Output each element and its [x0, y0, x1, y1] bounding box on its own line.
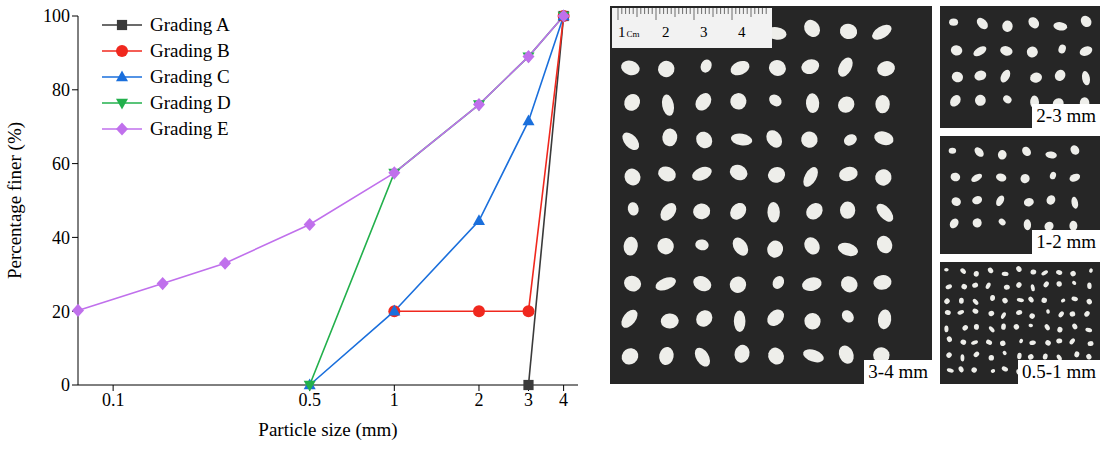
svg-text:100: 100 — [43, 6, 70, 26]
html-text:Grading A: Grading A — [150, 14, 230, 35]
svg-text:Percentage finer (%): Percentage finer (%) — [4, 122, 26, 279]
html-text:Grading E: Grading E — [150, 118, 229, 139]
svg-text:40: 40 — [52, 228, 70, 248]
svg-text:0.5: 0.5 — [298, 390, 321, 410]
svg-text:20: 20 — [52, 302, 70, 322]
html-text:Grading C: Grading C — [150, 66, 230, 87]
html-text:Grading B: Grading B — [150, 40, 230, 61]
svg-text:2: 2 — [474, 390, 483, 410]
html-text:2-3 mm: 2-3 mm — [1036, 105, 1096, 126]
html-text:3-4 mm: 3-4 mm — [868, 361, 928, 382]
svg-text:3: 3 — [524, 390, 533, 410]
html-text:Grading D: Grading D — [150, 92, 231, 113]
html-text:1Cm: 1Cm — [618, 24, 640, 40]
html-text:1-2 mm: 1-2 mm — [1036, 231, 1096, 252]
svg-text:4: 4 — [559, 390, 568, 410]
svg-text:60: 60 — [52, 154, 70, 174]
svg-text:0: 0 — [61, 375, 70, 395]
html-text:2: 2 — [662, 24, 670, 40]
html-text:0.5-1 mm: 0.5-1 mm — [1022, 361, 1096, 382]
html-text:4: 4 — [738, 24, 746, 40]
svg-text:Particle size (mm): Particle size (mm) — [258, 419, 397, 441]
svg-text:0.1: 0.1 — [102, 390, 125, 410]
html-text:3: 3 — [700, 24, 708, 40]
svg-text:1: 1 — [390, 390, 399, 410]
svg-text:80: 80 — [52, 80, 70, 100]
